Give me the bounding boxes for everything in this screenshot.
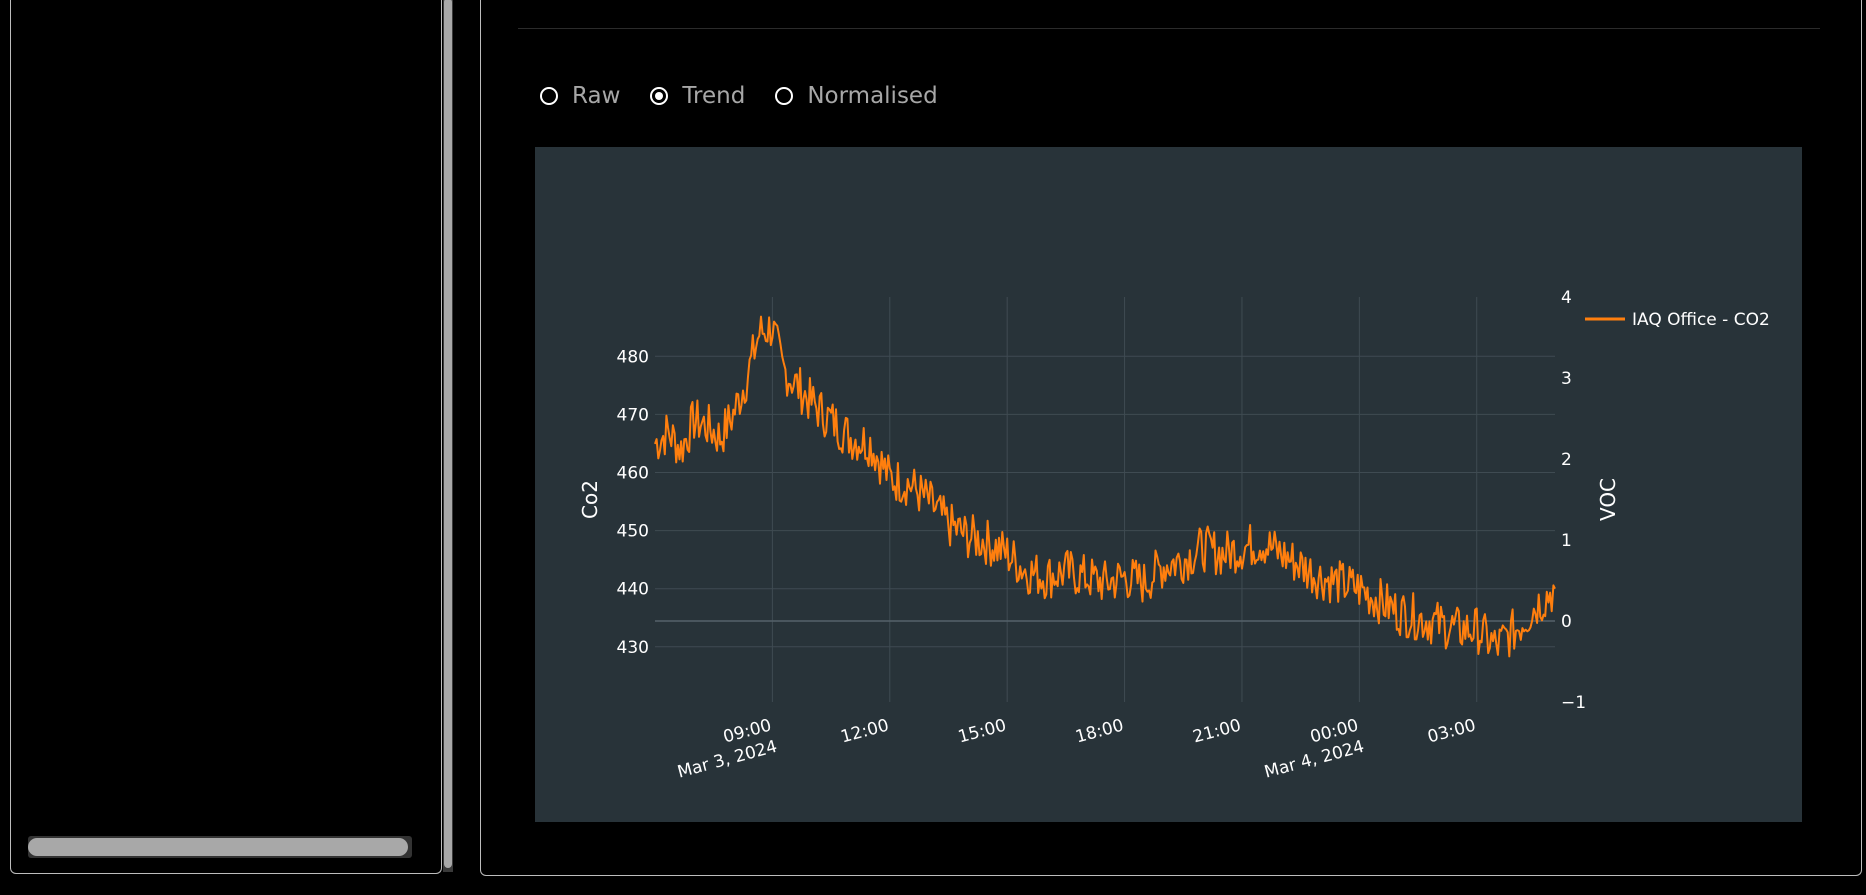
legend[interactable]: IAQ Office - CO2 [1585,310,1770,330]
axis-layer: 09:00Mar 3, 2024 12:00 15:00 18:00 21:00 00:0… [578,288,1620,783]
y-tick-label: 470 [617,405,649,425]
x-tick-time: 12:00 [839,716,892,748]
chart-panel [480,0,1862,876]
x-tick-time: 21:00 [1191,716,1244,748]
radio-raw[interactable]: Raw [540,83,620,109]
x-tick-label: 09:00Mar 3, 2024 [670,716,780,783]
y2-tick-label: 0 [1561,612,1572,632]
y-tick-label: 480 [617,347,649,367]
series-line-co2 [654,315,1556,658]
y2-tick-label: 4 [1561,288,1572,308]
radio-normalised-label[interactable]: Normalised [807,83,938,109]
x-tick-label: 15:00 [956,716,1009,748]
y2-axis-title: VOC [1596,478,1620,521]
x-tick-time: 18:00 [1073,716,1126,748]
view-mode-radio-group: Raw Trend Normalised [540,80,968,112]
vertical-scrollbar[interactable] [443,0,453,872]
y-tick-label: 440 [617,580,649,600]
radio-normalised[interactable]: Normalised [775,83,938,109]
horizontal-scrollbar-thumb[interactable] [28,838,408,856]
divider [518,28,1820,29]
co2-trend-chart: 09:00Mar 3, 2024 12:00 15:00 18:00 21:00 00:0… [535,147,1802,822]
y-tick-label: 460 [617,463,649,483]
x-tick-time: 03:00 [1426,716,1479,748]
chart-svg: 09:00Mar 3, 2024 12:00 15:00 18:00 21:00 00:0… [578,288,1770,783]
line-layer [654,315,1556,658]
x-tick-label: 00:00Mar 4, 2024 [1257,716,1367,783]
x-tick-label: 12:00 [839,716,892,748]
legend-label: IAQ Office - CO2 [1632,310,1770,330]
radio-trend[interactable]: Trend [650,83,745,109]
radio-normalised-circle[interactable] [775,87,794,105]
left-panel [10,0,453,874]
horizontal-scrollbar[interactable] [28,836,412,858]
y-tick-label: 430 [617,638,649,658]
y-axis-title: Co2 [578,480,602,519]
x-tick-time: 15:00 [956,716,1009,748]
radio-trend-label[interactable]: Trend [682,83,746,109]
y-tick-label: 450 [617,522,649,542]
radio-raw-circle[interactable] [540,87,558,105]
radio-raw-label[interactable]: Raw [572,83,621,109]
grid-layer [655,297,1555,702]
x-tick-label: 21:00 [1191,716,1244,748]
radio-trend-circle[interactable] [650,87,669,105]
y2-tick-label: 1 [1561,531,1572,551]
vertical-scrollbar-thumb[interactable] [444,0,452,868]
y2-tick-label: 3 [1561,369,1572,389]
x-tick-label: 18:00 [1073,716,1126,748]
y2-tick-label: 2 [1561,450,1572,470]
y2-tick-label: −1 [1561,693,1586,713]
x-tick-label: 03:00 [1426,716,1479,748]
